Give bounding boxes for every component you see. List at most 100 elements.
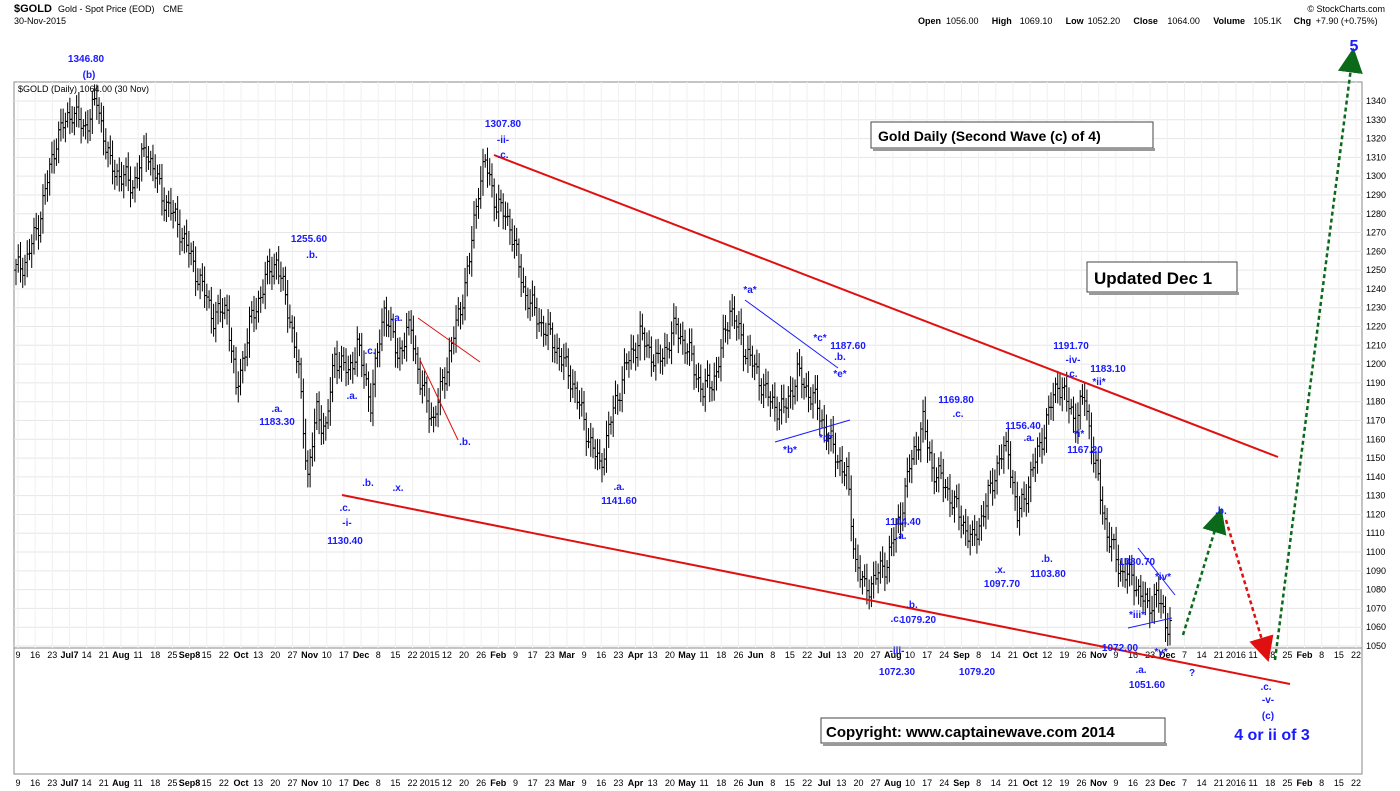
wave-label: -iv- bbox=[1066, 355, 1081, 366]
ohlc-bar bbox=[541, 315, 546, 347]
ohlc-bar bbox=[1055, 370, 1060, 404]
ohlc-bar bbox=[853, 538, 858, 573]
ohlc-bar bbox=[108, 135, 113, 165]
x-tick-label-lower: 18 bbox=[716, 778, 726, 788]
x-tick-label: 19 bbox=[1059, 650, 1069, 660]
wave-label: 1097.70 bbox=[984, 579, 1021, 590]
wave-label: 1167.20 bbox=[1067, 445, 1103, 456]
ohlc-bar bbox=[519, 254, 524, 298]
x-tick-label-lower: 20 bbox=[270, 778, 280, 788]
ohlc-bar bbox=[132, 166, 137, 203]
ohlc-bar bbox=[47, 158, 52, 196]
ohlc-bar bbox=[20, 257, 25, 288]
ohlc-bar bbox=[451, 326, 456, 355]
wave-label: .a. bbox=[346, 391, 357, 402]
ohlc-bar bbox=[76, 92, 81, 128]
x-tick-label: 13 bbox=[253, 650, 263, 660]
ohlc-bar bbox=[198, 268, 203, 300]
ohlc-label-1: High bbox=[992, 16, 1012, 26]
ohlc-label-0: Open bbox=[918, 16, 941, 26]
x-tick-label: 15 bbox=[1334, 650, 1344, 660]
x-tick-label-lower: 7 bbox=[1182, 778, 1187, 788]
x-tick-label: 9 bbox=[15, 650, 20, 660]
ohlc-bar bbox=[186, 230, 191, 268]
x-tick-label: 15 bbox=[785, 650, 795, 660]
ohlc-bar bbox=[317, 391, 322, 435]
ohlc-bar bbox=[799, 356, 804, 399]
ohlc-bar bbox=[606, 411, 611, 449]
ohlc-bar bbox=[135, 162, 140, 189]
wave-label: 1079.20 bbox=[959, 667, 996, 678]
ohlc-bar bbox=[660, 348, 665, 375]
x-tick-label: 8 bbox=[1319, 650, 1324, 660]
ohlc-bar bbox=[781, 384, 786, 414]
ohlc-bar bbox=[932, 453, 937, 495]
ohlc-bar bbox=[478, 166, 483, 209]
ohlc-bar bbox=[674, 306, 679, 335]
ohlc-bar bbox=[489, 163, 494, 198]
ohlc-bar bbox=[683, 329, 688, 364]
ohlc-bar bbox=[18, 241, 23, 283]
x-tick-label-lower: Feb bbox=[490, 778, 507, 788]
ohlc-bar bbox=[584, 412, 589, 456]
wave-label: -v- bbox=[1262, 695, 1274, 706]
x-tick-label: 15 bbox=[390, 650, 400, 660]
ohlc-bar bbox=[258, 286, 263, 313]
ohlc-bar bbox=[1111, 533, 1116, 550]
ohlc-bar bbox=[216, 294, 221, 325]
wave-label: .c. bbox=[1066, 369, 1077, 380]
x-tick-label-lower: Sep bbox=[953, 778, 970, 788]
ohlc-bar bbox=[438, 367, 443, 416]
x-tick-label-lower: 22 bbox=[1351, 778, 1361, 788]
wave-label: 1141.60 bbox=[601, 496, 637, 507]
y-tick-label: 1340 bbox=[1366, 96, 1386, 106]
ohlc-bar bbox=[283, 266, 288, 305]
ohlc-bar bbox=[860, 570, 865, 595]
ohlc-bar bbox=[709, 380, 714, 402]
ohlc-bar bbox=[124, 157, 129, 187]
ohlc-value-5: +7.90 (+0.75%) bbox=[1316, 16, 1378, 26]
ohlc-bar bbox=[804, 372, 809, 398]
ohlc-bar bbox=[341, 347, 346, 371]
y-tick-label: 1270 bbox=[1366, 228, 1386, 238]
wave-label: .a. bbox=[1023, 433, 1034, 444]
y-tick-label: 1290 bbox=[1366, 190, 1386, 200]
ohlc-bar bbox=[472, 201, 477, 249]
x-tick-label-lower: May bbox=[678, 778, 696, 788]
x-tick-label: 10 bbox=[322, 650, 332, 660]
x-tick-label: Oct bbox=[233, 650, 248, 660]
x-tick-label: 17 bbox=[922, 650, 932, 660]
ohlc-bar bbox=[615, 384, 620, 415]
ohlc-bar bbox=[269, 256, 274, 290]
ohlc-bar bbox=[622, 348, 627, 395]
x-tick-label: Nov bbox=[301, 650, 318, 660]
ohlc-bar bbox=[103, 128, 108, 160]
ohlc-value-0: 1056.00 bbox=[946, 16, 979, 26]
wave-label: .x. bbox=[994, 565, 1005, 576]
x-tick-label: May bbox=[678, 650, 696, 660]
x-tick-label-lower: 20 bbox=[459, 778, 469, 788]
x-tick-label-lower: 14 bbox=[991, 778, 1001, 788]
x-tick-label: 12 bbox=[1042, 650, 1052, 660]
ohlc-bar bbox=[1017, 496, 1022, 536]
y-tick-label: 1210 bbox=[1366, 340, 1386, 350]
ohlc-bar bbox=[67, 97, 72, 135]
ohlc-bar bbox=[294, 332, 299, 374]
ohlc-bar bbox=[983, 493, 988, 530]
y-tick-label: 1090 bbox=[1366, 566, 1386, 576]
x-tick-label: 11 bbox=[1248, 650, 1257, 660]
ohlc-bar bbox=[400, 340, 405, 365]
ohlc-bar bbox=[465, 255, 470, 297]
y-tick-label: 1100 bbox=[1366, 547, 1385, 557]
x-tick-label-lower: 23 bbox=[545, 778, 555, 788]
ohlc-bar bbox=[467, 252, 472, 275]
ohlc-bar bbox=[586, 428, 591, 449]
ohlc-bar bbox=[1001, 436, 1006, 474]
x-tick-label: Apr bbox=[628, 650, 644, 660]
ohlc-bar bbox=[757, 353, 762, 401]
x-tick-label: 20 bbox=[854, 650, 864, 660]
y-tick-label: 1160 bbox=[1366, 434, 1385, 444]
ohlc-bar bbox=[1107, 522, 1112, 554]
x-tick-label: 26 bbox=[733, 650, 743, 660]
